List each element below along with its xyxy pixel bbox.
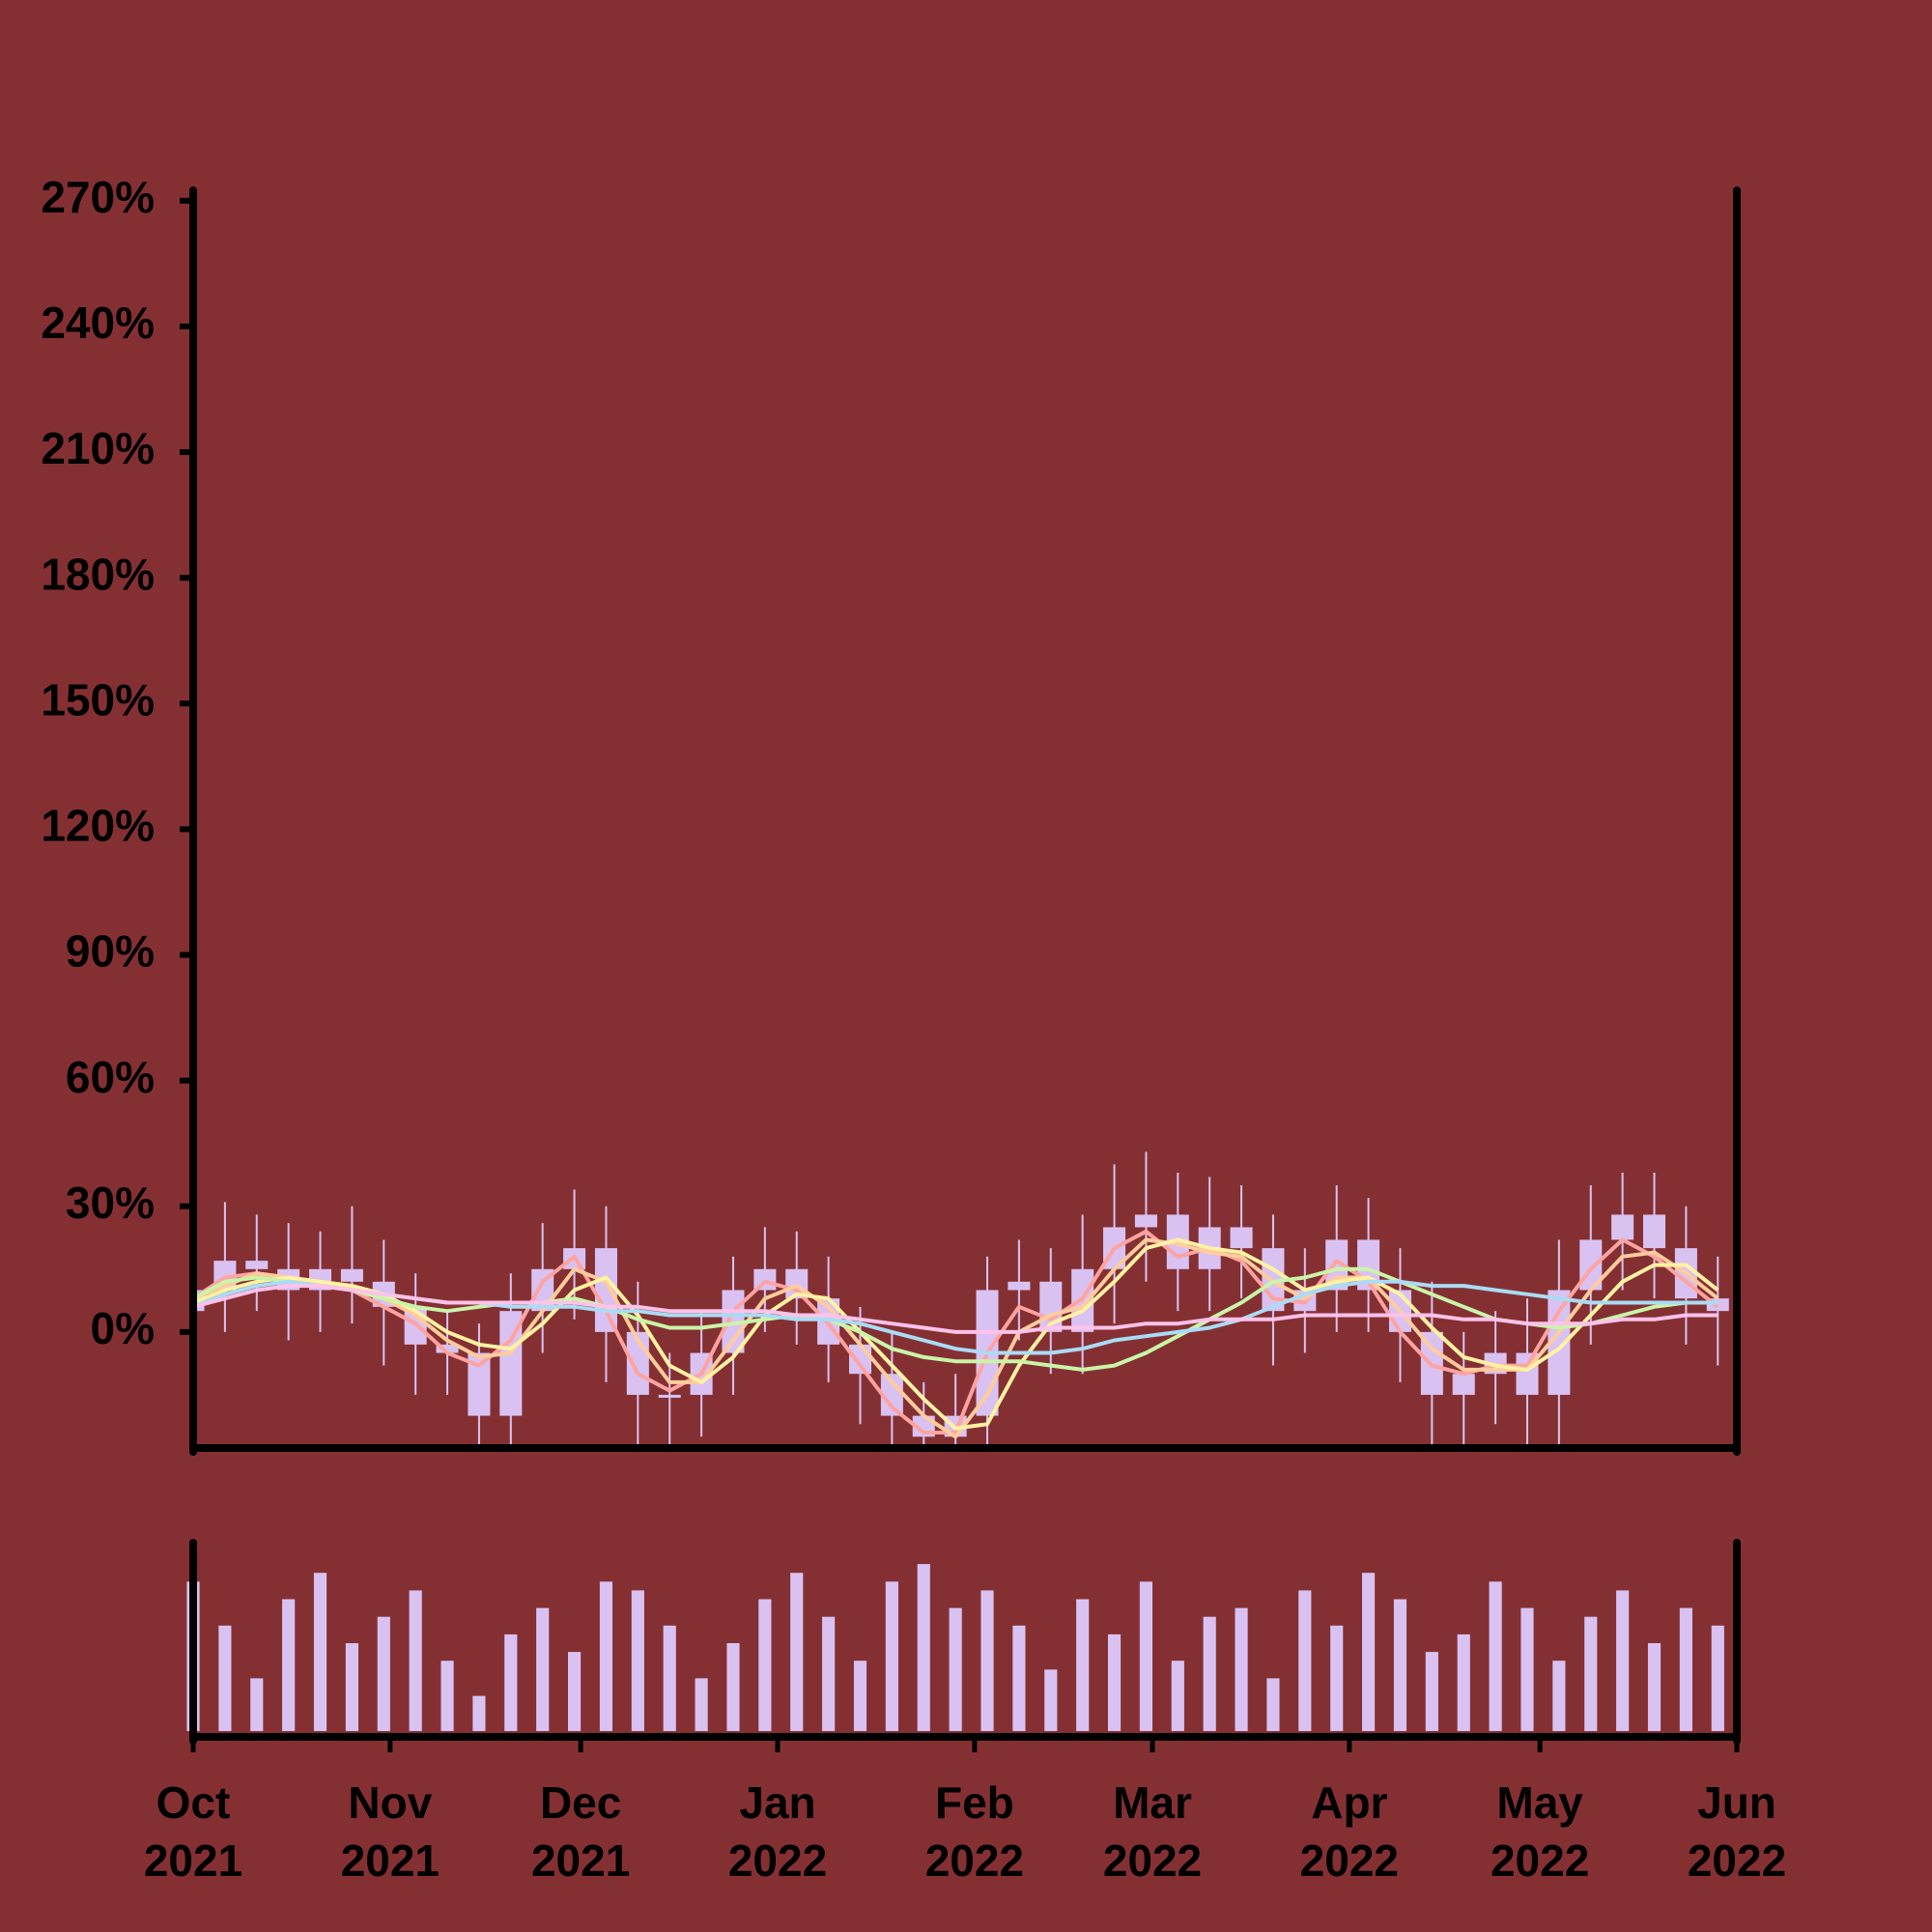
volume-bar bbox=[1552, 1661, 1566, 1731]
y-tick-label: 60% bbox=[66, 1052, 155, 1102]
volume-bar bbox=[536, 1607, 550, 1731]
y-tick-label: 180% bbox=[41, 549, 155, 599]
volume-bar bbox=[472, 1695, 486, 1731]
x-tick-label: Jan 2022 bbox=[727, 1777, 828, 1886]
plot-area bbox=[193, 1151, 1729, 1448]
volume-bar bbox=[631, 1590, 644, 1731]
x-tick-label: Apr 2022 bbox=[1299, 1777, 1400, 1886]
y-tick-label: 30% bbox=[66, 1178, 155, 1228]
volume-bar bbox=[1330, 1625, 1344, 1731]
y-tick-label: 240% bbox=[41, 298, 155, 348]
volume-bar bbox=[313, 1573, 327, 1731]
volume-bar bbox=[1107, 1634, 1122, 1731]
y-tick-label: 150% bbox=[41, 674, 155, 724]
y-tick-label: 0% bbox=[91, 1303, 155, 1353]
y-tick-label: 210% bbox=[41, 423, 155, 473]
volume-bar bbox=[345, 1643, 358, 1731]
candle-body bbox=[340, 1268, 363, 1282]
volume-bar bbox=[663, 1625, 676, 1731]
volume-bar bbox=[885, 1581, 898, 1731]
candle-body bbox=[1230, 1227, 1253, 1249]
volume-bar bbox=[1520, 1607, 1534, 1731]
volume-bar bbox=[440, 1661, 454, 1731]
moving-average-line bbox=[193, 1237, 1719, 1439]
volume-bar bbox=[1235, 1607, 1248, 1731]
x-tick-label: Nov 2021 bbox=[340, 1777, 440, 1886]
candle-body bbox=[1548, 1290, 1571, 1395]
volume-bar bbox=[1489, 1581, 1502, 1731]
y-tick-label: 120% bbox=[41, 801, 155, 851]
moving-average-line bbox=[193, 1229, 1719, 1435]
candle-body bbox=[594, 1248, 617, 1332]
y-tick-label: 90% bbox=[66, 926, 155, 977]
volume-bar bbox=[917, 1564, 930, 1731]
y-tick-label: 270% bbox=[41, 172, 155, 222]
x-tick-label: Mar 2022 bbox=[1102, 1777, 1203, 1886]
candle-body bbox=[848, 1344, 872, 1375]
candle-body bbox=[436, 1344, 459, 1353]
candle-body bbox=[658, 1394, 681, 1398]
volume-bar bbox=[1647, 1643, 1662, 1731]
candle-body bbox=[499, 1311, 523, 1416]
volume-bar bbox=[1012, 1625, 1026, 1731]
volume-bar bbox=[1616, 1590, 1630, 1731]
x-tick-label: Dec 2021 bbox=[530, 1777, 631, 1886]
moving-average-line bbox=[193, 1284, 1719, 1334]
volume-bar bbox=[1584, 1616, 1598, 1731]
x-tick-label: Jun 2022 bbox=[1687, 1777, 1787, 1886]
volume-bar bbox=[1044, 1669, 1058, 1731]
volume-bar bbox=[1171, 1661, 1184, 1731]
volume-bar bbox=[790, 1573, 804, 1731]
volume-bar bbox=[1711, 1625, 1724, 1731]
volume-bar bbox=[695, 1678, 708, 1731]
volume-area bbox=[186, 1564, 1724, 1731]
volume-bar bbox=[822, 1616, 836, 1731]
volume-bar bbox=[1139, 1581, 1152, 1731]
volume-bar bbox=[1393, 1599, 1407, 1731]
volume-bar bbox=[1266, 1678, 1280, 1731]
volume-bar bbox=[1076, 1599, 1090, 1731]
x-tick-label: Feb 2022 bbox=[924, 1777, 1025, 1886]
candle-body bbox=[1008, 1281, 1031, 1291]
volume-bar bbox=[980, 1590, 994, 1731]
volume-bar bbox=[1203, 1616, 1216, 1731]
candle-body bbox=[1611, 1214, 1634, 1240]
volume-bar bbox=[949, 1607, 962, 1731]
volume-bar bbox=[218, 1625, 232, 1731]
candle-body bbox=[1452, 1374, 1475, 1395]
volume-bar bbox=[853, 1661, 867, 1731]
volume-bar bbox=[1679, 1607, 1692, 1731]
volume-bar bbox=[377, 1616, 390, 1731]
volume-bar bbox=[599, 1581, 613, 1731]
volume-bar bbox=[1457, 1634, 1470, 1731]
volume-bar bbox=[409, 1590, 422, 1731]
moving-average-line bbox=[193, 1266, 1719, 1372]
volume-bar bbox=[1425, 1652, 1438, 1731]
volume-bar bbox=[567, 1652, 582, 1731]
volume-bar bbox=[726, 1643, 740, 1731]
x-tick-label: Oct 2021 bbox=[143, 1777, 243, 1886]
candle-body bbox=[1643, 1214, 1666, 1249]
volume-bar bbox=[282, 1599, 296, 1731]
candle-body bbox=[1134, 1214, 1157, 1228]
x-tick-label: May 2022 bbox=[1490, 1777, 1590, 1886]
candle-body bbox=[245, 1261, 269, 1269]
moving-average-line bbox=[193, 1237, 1719, 1431]
volume-bar bbox=[758, 1599, 772, 1731]
volume-bar bbox=[1298, 1590, 1312, 1731]
volume-bar bbox=[250, 1678, 264, 1731]
candle-body bbox=[880, 1374, 903, 1416]
volume-bar bbox=[504, 1634, 518, 1731]
volume-bar bbox=[1362, 1573, 1376, 1731]
candle-body bbox=[468, 1352, 491, 1416]
axes: 0% 30% 60% 90% 120% 150% 180% 210% 240% 270% bbox=[41, 172, 1741, 1752]
